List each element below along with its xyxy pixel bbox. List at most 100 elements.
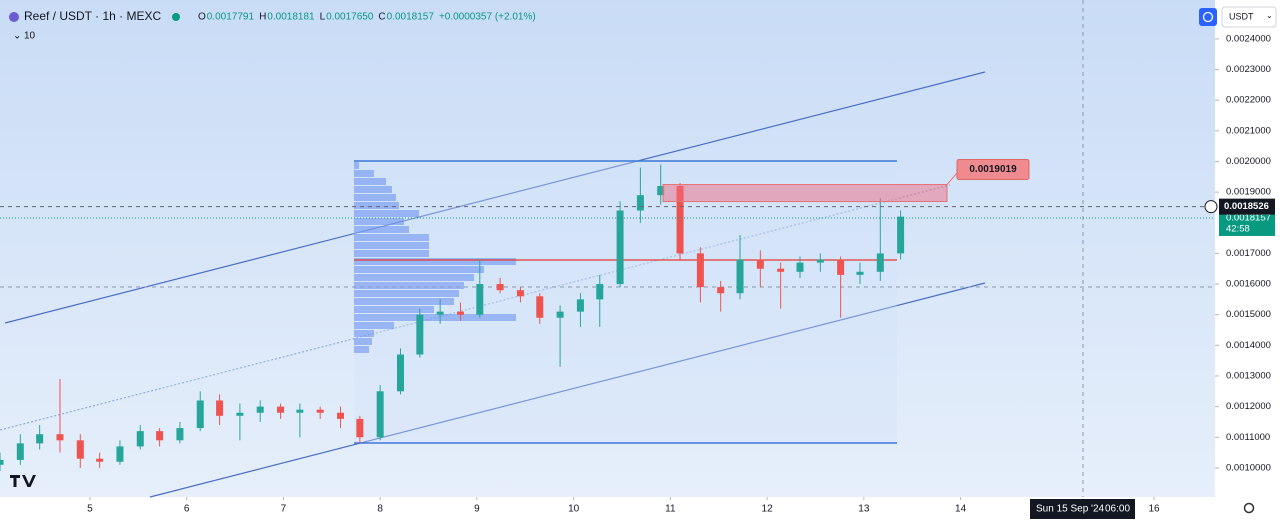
change: +0.0000357 (+2.01%): [439, 12, 536, 23]
candle-body: [116, 446, 124, 462]
x-tick-label: 11: [665, 504, 676, 515]
candle-body: [736, 259, 744, 294]
crosshair-date: Sun 15 Sep '24: [1036, 504, 1105, 515]
candle-body: [696, 253, 704, 288]
candle-body: [636, 195, 644, 211]
currency[interactable]: USDT: [1229, 11, 1254, 21]
candle-body: [376, 391, 384, 438]
candle-body: [536, 296, 544, 318]
x-tick-label: 9: [474, 504, 480, 515]
time-axis: [0, 497, 1215, 519]
candle-body: [36, 434, 44, 444]
candle-body: [496, 284, 504, 291]
candle-body: [396, 354, 404, 392]
candle-body: [196, 400, 204, 429]
tv-logo: [10, 475, 36, 487]
candle-body: [316, 409, 324, 413]
candle-body: [416, 314, 424, 355]
y-tick-label: 0.0011000: [1226, 432, 1270, 443]
settings-icon[interactable]: [1243, 502, 1255, 514]
candle-body: [337, 412, 345, 419]
x-tick-label: 8: [377, 504, 383, 515]
ohlc-label: O: [198, 12, 206, 23]
drawings: [0, 0, 1215, 498]
candle-body: [256, 406, 264, 413]
ohlc-value: 0.0017791: [207, 12, 255, 23]
candle-body: [897, 216, 905, 254]
y-tick-label: 0.0024000: [1226, 33, 1271, 44]
candle-body: [777, 268, 785, 272]
candle-body: [156, 431, 164, 441]
candle-body: [856, 271, 864, 275]
candle-body: [236, 412, 244, 416]
x-tick-label: 10: [568, 504, 580, 515]
candle-body: [0, 459, 4, 465]
x-tick-label: 14: [955, 504, 967, 515]
crosshair-price-box: [1219, 198, 1275, 215]
candle-body: [657, 185, 665, 196]
y-tick-label: 0.0013000: [1226, 370, 1271, 381]
candle-body: [356, 418, 364, 438]
candle-body: [837, 259, 845, 275]
x-tick-label: 13: [858, 504, 870, 515]
y-tick-label: 0.0023000: [1226, 64, 1271, 75]
y-tick-label: 0.0020000: [1226, 156, 1271, 167]
currency-select[interactable]: [1221, 6, 1277, 28]
candle-body: [756, 259, 764, 269]
candle-body: [436, 311, 444, 315]
add-alert-button[interactable]: [1204, 200, 1218, 214]
candle-body: [616, 210, 624, 285]
candle-body: [876, 253, 884, 272]
y-tick-label: 0.0010000: [1226, 462, 1271, 473]
ohlc-value: 0.0017650: [326, 12, 374, 23]
crosshair-price-label: 0.0018526: [1224, 201, 1269, 212]
candle-body: [717, 287, 725, 294]
x-tick-label: 5: [87, 504, 93, 515]
dropdown-arrow[interactable]: ⌄: [1266, 11, 1273, 20]
y-tick-label: 0.0019000: [1226, 187, 1271, 198]
collapse-arrow[interactable]: ⌄: [13, 31, 21, 42]
candle-body: [516, 290, 524, 297]
y-tick-label: 0.0015000: [1226, 309, 1271, 320]
y-tick-label: 0.0014000: [1226, 340, 1271, 351]
candle-body: [176, 428, 184, 441]
candle-body: [16, 443, 24, 460]
y-tick-label: 0.0012000: [1226, 401, 1271, 412]
candle-body: [576, 299, 584, 312]
ohlc-label: L: [320, 12, 326, 23]
ohlc-label: H: [259, 12, 266, 23]
price-axis: [1215, 0, 1280, 519]
candle-body: [456, 311, 464, 315]
sync-button[interactable]: [1199, 8, 1217, 26]
candle-body: [136, 431, 144, 447]
resistance-zone: [662, 184, 948, 203]
ohlc-label: C: [378, 12, 385, 23]
candle-body: [76, 440, 84, 459]
candle-body: [676, 185, 684, 254]
x-tick-label: 7: [281, 504, 287, 515]
candle-body: [277, 406, 285, 413]
x-tick-label: 16: [1148, 504, 1160, 515]
candle-body: [796, 262, 804, 272]
x-tick-label: 6: [184, 504, 190, 515]
candle-body: [96, 458, 104, 462]
candle-body: [476, 284, 484, 315]
countdown: 42:58: [1226, 223, 1250, 234]
y-tick-label: 0.0017000: [1226, 248, 1271, 259]
last-price-label: 0.0018157: [1226, 212, 1271, 223]
x-tick-label: 12: [762, 504, 774, 515]
candle-body: [296, 409, 304, 413]
annotation-box: [956, 159, 1030, 181]
candle-body: [556, 311, 564, 318]
candle-body: [56, 434, 64, 441]
y-tick-label: 0.0022000: [1226, 95, 1271, 106]
candle-body: [596, 284, 604, 300]
indicator-count[interactable]: 10: [24, 31, 36, 42]
ohlc-value: 0.0018157: [387, 12, 435, 23]
symbol-title: Reef / USDT · 1h · MEXC: [24, 9, 161, 23]
annotation-label: 0.0019019: [969, 164, 1017, 175]
last-price-box: [1219, 211, 1275, 236]
candle-body: [816, 259, 824, 263]
